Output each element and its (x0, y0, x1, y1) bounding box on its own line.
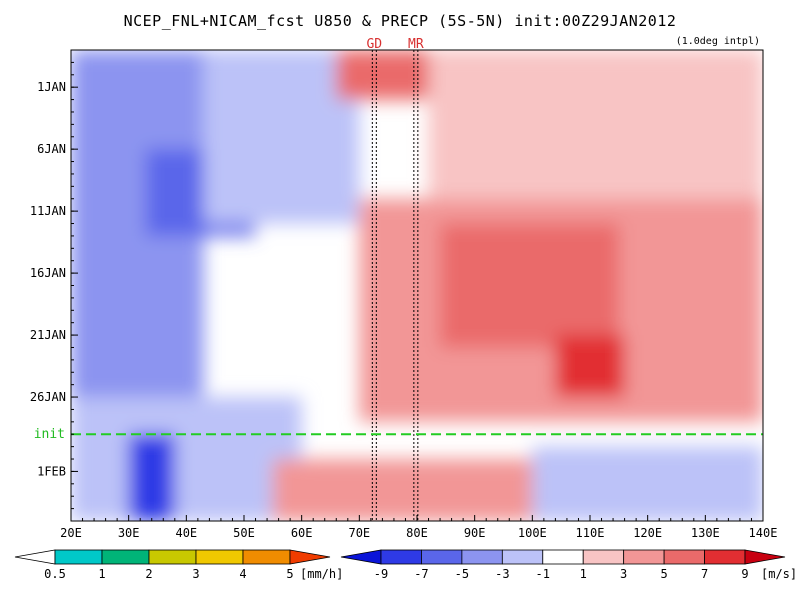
u850-swatch (663, 549, 705, 565)
y-axis: 1JAN 6JAN 11JAN 16JAN 21JAN 26JAN 1FEB (30, 49, 78, 522)
u850-region-6 (428, 50, 763, 199)
u850-region-10 (272, 459, 533, 521)
x-tick-label: 80E (406, 526, 428, 540)
x-tick-label: 130E (691, 526, 720, 540)
u850-level-label: -9 (374, 567, 388, 581)
x-tick-label: 140E (749, 526, 778, 540)
precip-level-label: 1 (98, 567, 105, 581)
y-tick-label: 1JAN (37, 80, 66, 94)
u850-level-label: 1 (580, 567, 587, 581)
u850-region-4 (203, 50, 360, 224)
precip-level-label: 4 (239, 567, 246, 581)
y-tick-label: 16JAN (30, 266, 66, 280)
station-label-mr: MR (408, 37, 424, 52)
u850-swatch (582, 549, 625, 565)
precip-swatch (54, 549, 103, 565)
precip-level-label: 5 (286, 567, 293, 581)
u850-swatch (501, 549, 544, 565)
u850-level-label: 3 (620, 567, 627, 581)
u850-level-label: 5 (660, 567, 667, 581)
u850-region-8 (440, 223, 619, 348)
precip-swatch (101, 549, 150, 565)
y-tick-label: 21JAN (30, 328, 66, 342)
x-axis: 20E 30E 40E 50E 60E 70E 80E 90E 100E 110E 120E 130E… (60, 515, 777, 540)
station-label-gd: GD (366, 37, 382, 52)
precip-swatch-low (14, 549, 56, 565)
u850-level-label: -7 (414, 567, 428, 581)
u850-region-11 (532, 446, 763, 521)
y-tick-label: 26JAN (30, 390, 66, 404)
u850-swatch (461, 549, 503, 565)
chart-title: NCEP_FNL+NICAM_fcst U850 & PRECP (5S-5N)… (123, 12, 677, 30)
u850-swatch (623, 549, 665, 565)
x-tick-label: 30E (118, 526, 140, 540)
init-label: init (34, 427, 65, 442)
u850-level-label: -3 (495, 567, 509, 581)
init-line-group: init (34, 427, 763, 442)
y-tick-label: 1FEB (37, 464, 66, 478)
u850-colorbar: -9 -7 -5 -3 -1 1 3 5 7 9 [m/s] (340, 549, 797, 581)
y-tick-label: 11JAN (30, 204, 66, 218)
u850-unit: [m/s] (761, 567, 797, 581)
u850-level-label: 7 (701, 567, 708, 581)
x-tick-label: 50E (233, 526, 255, 540)
y-tick-label: 6JAN (37, 142, 66, 156)
u850-field (71, 50, 763, 521)
u850-swatch (542, 549, 584, 565)
x-tick-label: 120E (633, 526, 662, 540)
interpolation-note: (1.0deg intpl) (675, 36, 760, 47)
u850-region-2 (71, 397, 302, 521)
u850-swatch (380, 549, 422, 565)
precip-swatch (195, 549, 244, 565)
x-tick-label: 100E (518, 526, 547, 540)
u850-level-label: -5 (455, 567, 469, 581)
x-tick-label: 70E (348, 526, 370, 540)
u850-swatch (704, 549, 746, 565)
u850-swatch-high (744, 549, 786, 565)
x-tick-label: 110E (576, 526, 605, 540)
u850-region-5 (336, 50, 429, 100)
u850-region-9 (555, 335, 625, 398)
x-tick-label: 20E (60, 526, 82, 540)
u850-level-label: -1 (536, 567, 550, 581)
precip-level-label: 3 (192, 567, 199, 581)
u850-region-3 (128, 434, 175, 521)
u850-swatch (421, 549, 463, 565)
precip-swatch (148, 549, 197, 565)
precip-swatch (242, 549, 291, 565)
x-tick-label: 40E (175, 526, 197, 540)
precip-colorbar: 0.5 1 2 3 4 5 [mm/h] (14, 549, 343, 581)
x-tick-label: 60E (291, 526, 313, 540)
precip-level-label: 2 (145, 567, 152, 581)
station-markers: GD MR (366, 37, 424, 521)
u850-level-label: 9 (741, 567, 748, 581)
u850-swatch-low (340, 549, 382, 565)
x-tick-label: 90E (464, 526, 486, 540)
precip-swatch-high (289, 549, 331, 565)
precip-unit: [mm/h] (300, 567, 343, 581)
precip-level-label: 0.5 (44, 567, 66, 581)
